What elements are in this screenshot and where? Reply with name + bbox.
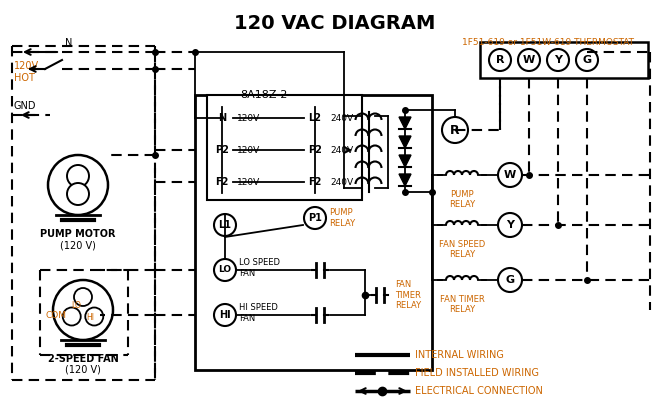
Text: W: W [504,170,516,180]
Text: R: R [496,55,505,65]
Text: 120V: 120V [237,145,260,155]
Text: P1: P1 [308,213,322,223]
Circle shape [214,304,236,326]
Text: G: G [505,275,515,285]
Bar [480,42,648,78]
Text: FIELD INSTALLED WIRING: FIELD INSTALLED WIRING [415,368,539,378]
Text: LO: LO [71,300,81,310]
Text: INTERNAL WIRING: INTERNAL WIRING [415,350,504,360]
Circle shape [304,139,326,161]
Circle shape [304,207,326,229]
Circle shape [214,259,236,281]
Circle shape [67,183,89,205]
Text: FAN SPEED
RELAY: FAN SPEED RELAY [439,240,485,259]
Bar [195,95,432,370]
Circle shape [74,288,92,306]
Text: LO SPEED
FAN: LO SPEED FAN [239,258,280,278]
Text: HI: HI [86,313,94,321]
Text: PUMP
RELAY: PUMP RELAY [329,208,355,228]
Text: F2: F2 [215,177,228,187]
Text: 120 VAC DIAGRAM: 120 VAC DIAGRAM [234,14,436,33]
Text: 240V: 240V [330,114,353,122]
Text: FAN
TIMER
RELAY: FAN TIMER RELAY [395,280,421,310]
Circle shape [489,49,511,71]
Circle shape [67,165,89,187]
Circle shape [48,155,108,215]
Circle shape [85,308,103,326]
Text: Y: Y [554,55,562,65]
Circle shape [211,107,233,129]
Circle shape [211,171,233,193]
Text: 1F51-619 or 1F51W-619 THERMOSTAT: 1F51-619 or 1F51W-619 THERMOSTAT [462,38,634,47]
Circle shape [498,268,522,292]
Text: ELECTRICAL CONNECTION: ELECTRICAL CONNECTION [415,386,543,396]
Text: P2: P2 [215,145,229,155]
Text: W: W [523,55,535,65]
Circle shape [576,49,598,71]
Text: HI SPEED
FAN: HI SPEED FAN [239,303,278,323]
Text: G: G [582,55,592,65]
Text: N: N [65,38,72,48]
Text: N: N [218,113,226,123]
Text: L1: L1 [218,220,232,230]
Text: 240V: 240V [330,178,353,186]
Text: LO: LO [218,266,232,274]
Text: 120V: 120V [14,61,39,71]
Text: (120 V): (120 V) [60,240,96,250]
Text: Y: Y [506,220,514,230]
Text: 2-SPEED FAN: 2-SPEED FAN [48,354,119,364]
Circle shape [53,280,113,340]
Text: COM: COM [45,310,66,320]
Text: 240V: 240V [330,145,353,155]
Circle shape [214,214,236,236]
Text: PUMP
RELAY: PUMP RELAY [449,190,475,210]
Polygon shape [399,174,411,186]
Circle shape [304,107,326,129]
Circle shape [518,49,540,71]
Text: F2: F2 [308,177,322,187]
Text: HOT: HOT [14,73,35,83]
Circle shape [304,171,326,193]
Text: 120V: 120V [237,114,260,122]
Circle shape [211,139,233,161]
Text: 8A18Z-2: 8A18Z-2 [240,90,287,100]
Text: 120V: 120V [237,178,260,186]
Circle shape [442,117,468,143]
Text: P2: P2 [308,145,322,155]
Circle shape [498,163,522,187]
Bar [207,95,362,200]
Text: GND: GND [14,101,36,111]
Text: HI: HI [219,310,230,320]
Circle shape [547,49,569,71]
Polygon shape [399,155,411,167]
Text: L2: L2 [308,113,322,123]
Text: PUMP MOTOR: PUMP MOTOR [40,229,116,239]
Polygon shape [399,136,411,148]
Circle shape [63,308,81,326]
Text: R: R [450,124,460,137]
Text: (120 V): (120 V) [65,365,101,375]
Circle shape [498,213,522,237]
Polygon shape [399,117,411,129]
Text: FAN TIMER
RELAY: FAN TIMER RELAY [440,295,484,314]
